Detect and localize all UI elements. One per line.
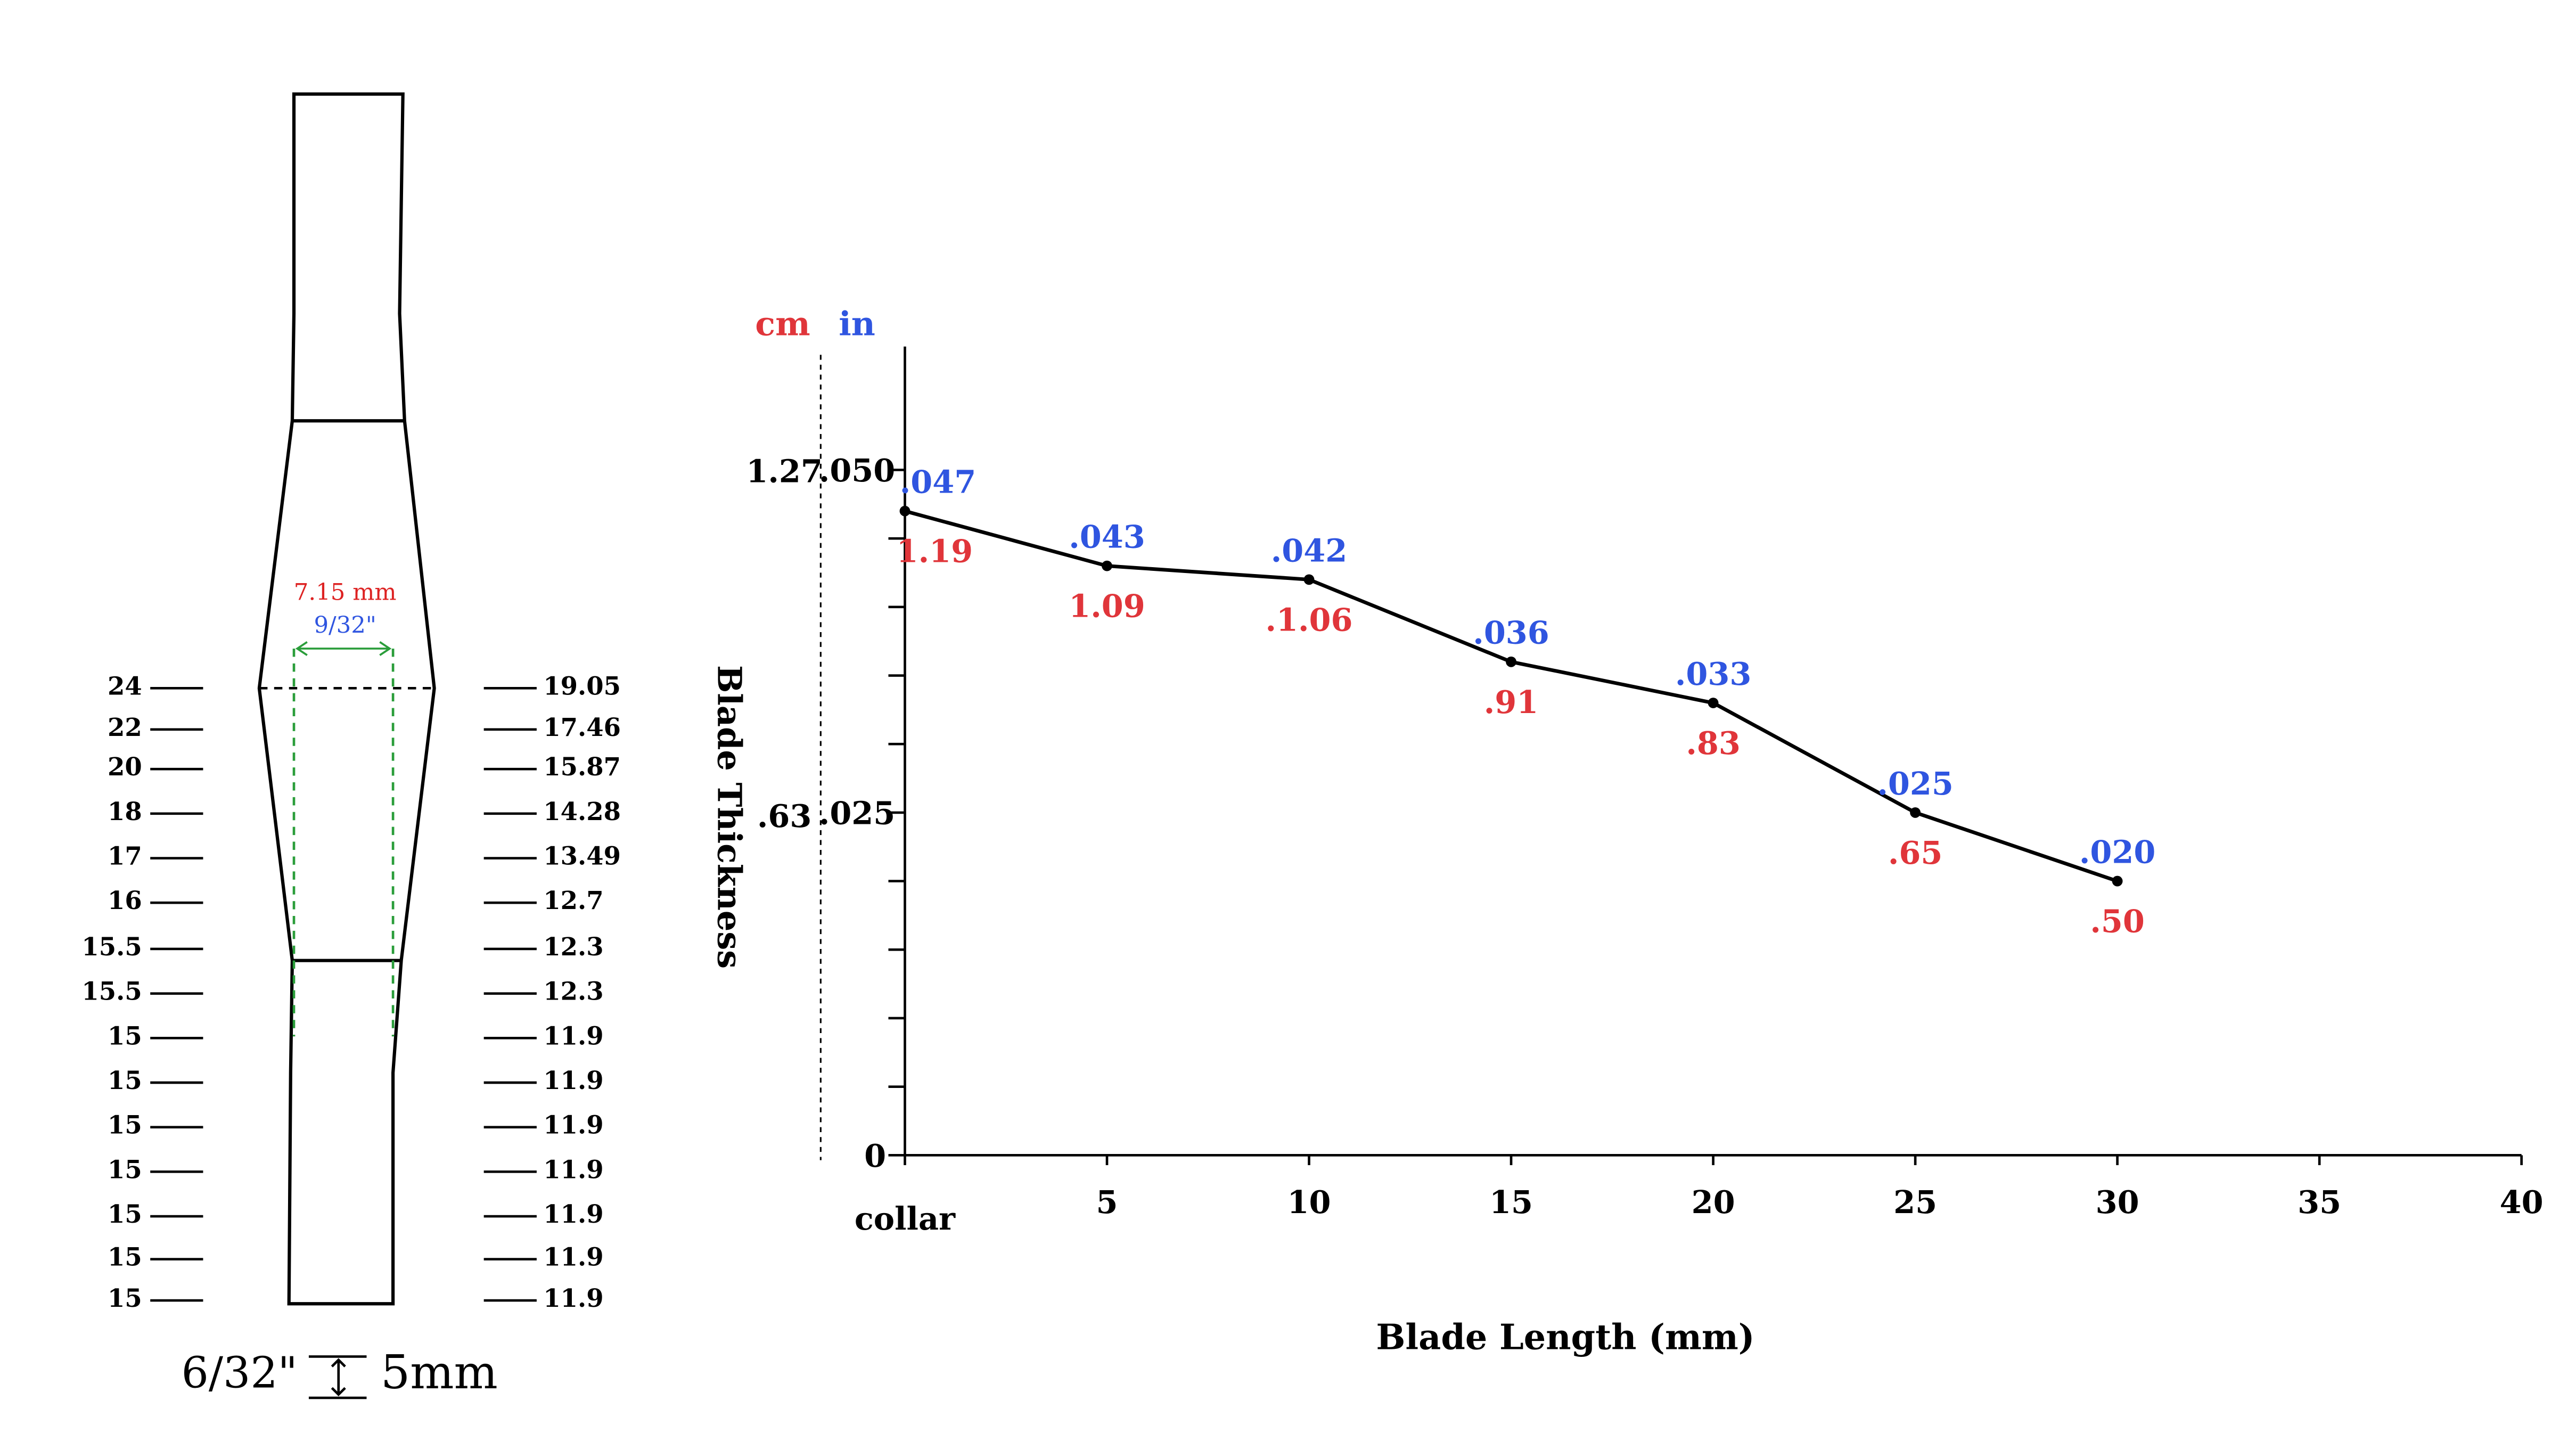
point xyxy=(1708,698,1719,708)
value-label-in: .025 xyxy=(1877,765,1953,802)
thickness-mm: 5mm xyxy=(381,1346,498,1399)
x-tick-label: 30 xyxy=(2096,1184,2139,1221)
right-label: 11.9 xyxy=(543,1199,603,1229)
width-in: 9/32" xyxy=(314,612,376,639)
x-tick-label: 40 xyxy=(2500,1184,2544,1221)
value-label-cm: .83 xyxy=(1686,725,1741,762)
left-label: 20 xyxy=(108,752,142,781)
right-label: 19.05 xyxy=(543,671,621,700)
left-label: 15.5 xyxy=(81,977,142,1006)
point xyxy=(1102,560,1112,571)
x-tick-label: collar xyxy=(855,1200,956,1237)
y2-tick-label: 1.27 xyxy=(746,453,822,489)
x-axis-title: Blade Length (mm) xyxy=(1376,1317,1754,1357)
value-label-in: .042 xyxy=(1271,532,1347,569)
x-tick-label: 15 xyxy=(1489,1184,1533,1221)
y2-axis-header: cm xyxy=(755,305,810,343)
point xyxy=(899,505,910,517)
width-mm: 7.15 mm xyxy=(294,579,397,606)
chart: cm in Blade Thickness Blade Length (mm) … xyxy=(710,305,2544,1358)
point xyxy=(2112,875,2123,887)
value-label-in: .043 xyxy=(1069,519,1145,555)
thickness-in: 6/32" xyxy=(182,1348,298,1398)
y2-tick-label: .63 xyxy=(757,798,812,834)
right-label: 11.9 xyxy=(543,1066,603,1095)
left-label: 15 xyxy=(108,1155,142,1184)
thickness-symbol xyxy=(308,1355,367,1399)
y-tick-label: .025 xyxy=(819,795,895,832)
left-label: 22 xyxy=(108,713,142,742)
value-label-cm: 1.09 xyxy=(1069,588,1145,625)
blade-outline xyxy=(257,92,436,1306)
right-label: 11.9 xyxy=(543,1242,603,1272)
left-label: 16 xyxy=(108,886,142,915)
left-labels: 24 22 20 18 17 16 15.5 15.5 15 15 15 15 15 15 15 19.05 1… xyxy=(81,671,621,1313)
value-label-cm: .50 xyxy=(2090,903,2145,940)
left-label: 24 xyxy=(108,671,142,700)
right-label: 11.9 xyxy=(543,1155,603,1184)
right-label: 11.9 xyxy=(543,1283,603,1313)
point xyxy=(1506,656,1516,667)
left-label: 15 xyxy=(108,1242,142,1272)
right-label: 11.9 xyxy=(543,1110,603,1140)
value-label-cm: .65 xyxy=(1888,834,1943,871)
y-axis-title: Blade Thickness xyxy=(710,665,749,969)
x-tick-label: 5 xyxy=(1096,1184,1118,1221)
x-tick-label: 20 xyxy=(1692,1184,1735,1221)
left-label: 15 xyxy=(108,1199,142,1229)
value-label-cm: .1.06 xyxy=(1266,601,1353,638)
right-label: 12.7 xyxy=(543,886,603,915)
right-label: 12.3 xyxy=(543,977,603,1006)
left-label: 18 xyxy=(108,797,142,826)
value-label-in: .033 xyxy=(1675,656,1751,692)
right-label: 15.87 xyxy=(543,752,621,781)
right-label: 14.28 xyxy=(543,797,621,826)
point xyxy=(1303,574,1315,585)
value-label-cm: 1.19 xyxy=(897,533,973,570)
y-tick-label: .050 xyxy=(819,452,895,489)
left-label: 15 xyxy=(108,1283,142,1313)
x-tick-label: 10 xyxy=(1287,1184,1331,1221)
value-label-in: .047 xyxy=(900,464,976,501)
right-label: 12.3 xyxy=(543,932,603,961)
blade-diagram xyxy=(257,92,436,1399)
right-label: 11.9 xyxy=(543,1021,603,1050)
left-label: 17 xyxy=(108,841,142,871)
left-label: 15 xyxy=(108,1110,142,1140)
left-label: 15.5 xyxy=(81,932,142,961)
x-tick-label: 35 xyxy=(2298,1184,2341,1221)
right-label: 17.46 xyxy=(543,713,621,742)
point xyxy=(1910,807,1921,818)
width-arrow xyxy=(295,641,392,656)
value-label-in: .036 xyxy=(1473,615,1549,651)
right-label: 13.49 xyxy=(543,841,621,871)
y-tick-label: 0 xyxy=(864,1137,886,1174)
x-tick-label: 25 xyxy=(1893,1184,1937,1221)
left-label: 15 xyxy=(108,1066,142,1095)
y-axis-header: in xyxy=(839,305,875,343)
left-label: 15 xyxy=(108,1021,142,1050)
value-label-in: .020 xyxy=(2079,834,2155,871)
value-label-cm: .91 xyxy=(1484,684,1539,721)
